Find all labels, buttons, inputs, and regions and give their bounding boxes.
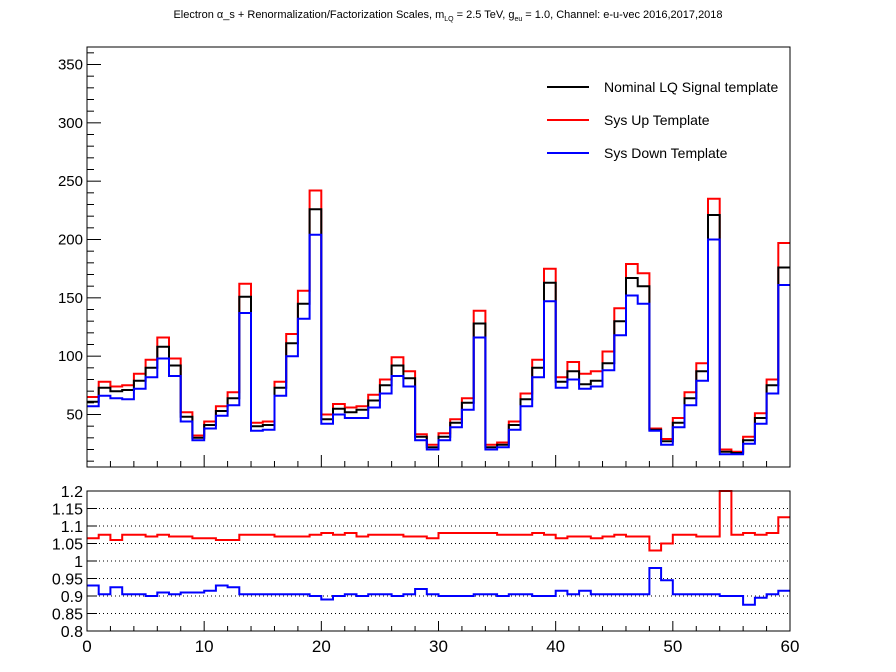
top-ytick-label-5: 300 [58, 115, 83, 132]
ratio-xtick-label-2: 20 [312, 637, 331, 656]
ratio-ytick-label-5: 1.05 [52, 537, 83, 554]
ratio-pad-series [87, 490, 790, 606]
top-pad-axes: 50 100 150 200 250 300 350 [58, 46, 791, 468]
ratio-xtick-label-4: 40 [546, 637, 565, 656]
ratio-line-0 [87, 490, 790, 552]
ratio-xtick-label-3: 30 [429, 637, 448, 656]
ratio-line-1 [87, 567, 790, 606]
ratio-xtick-label-1: 10 [195, 637, 214, 656]
ratio-xtick-label-6: 60 [781, 637, 800, 656]
series-line-2 [87, 233, 790, 456]
ratio-ytick-label-6: 1.1 [61, 519, 83, 536]
top-ytick-label-0: 50 [66, 407, 83, 424]
ratio-ytick-label-8: 1.2 [61, 484, 83, 501]
top-ytick-label-6: 350 [58, 57, 83, 74]
top-ytick-label-2: 150 [58, 290, 83, 307]
ratio-ytick-label-7: 1.15 [52, 502, 83, 519]
top-pad-series [87, 189, 790, 456]
ratio-ytick-label-0: 0.8 [61, 624, 83, 641]
chart-title: Electron α_s + Renormalization/Factoriza… [173, 9, 723, 24]
top-ytick-label-1: 100 [58, 348, 83, 365]
ratio-xtick-label-0: 0 [82, 637, 91, 656]
ratio-ytick-label-3: 0.95 [52, 572, 83, 589]
top-ytick-label-3: 200 [58, 232, 83, 249]
legend-label-1: Sys Up Template [604, 112, 710, 128]
top-ytick-label-4: 250 [58, 173, 83, 190]
legend: Nominal LQ Signal template Sys Up Templat… [547, 79, 779, 161]
ratio-ytick-label-2: 0.9 [61, 589, 83, 606]
legend-label-0: Nominal LQ Signal template [604, 79, 779, 95]
ratio-xtick-label-5: 50 [663, 637, 682, 656]
ratio-ytick-label-1: 0.85 [52, 607, 83, 624]
legend-label-2: Sys Down Template [604, 145, 728, 161]
ratio-pad-grid [87, 508, 790, 614]
ratio-pad-border [86, 490, 791, 632]
ratio-ytick-label-4: 1 [74, 554, 83, 571]
